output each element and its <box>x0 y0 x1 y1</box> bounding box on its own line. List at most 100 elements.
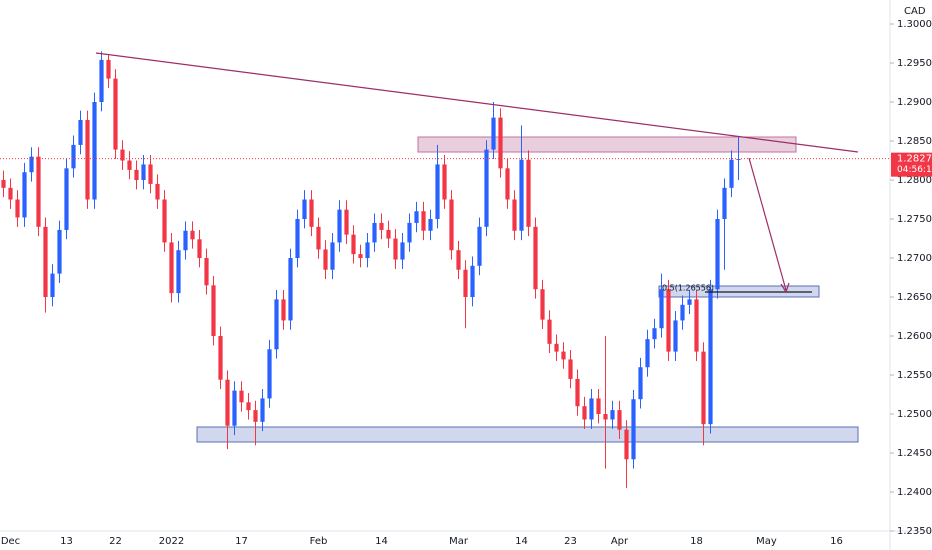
candle-body <box>211 285 216 337</box>
candle-body <box>204 258 209 286</box>
y-tick-label: 1.26000 <box>897 331 932 342</box>
support-zone <box>196 426 859 443</box>
candle-body <box>239 390 244 403</box>
y-tick-label: 1.29500 <box>897 58 932 69</box>
currency-label: CAD <box>904 6 926 17</box>
candle-body <box>288 258 293 321</box>
countdown: 04:56:17 <box>897 165 932 175</box>
candle-body <box>393 238 398 260</box>
x-tick-label: Dec <box>1 536 20 547</box>
candle-body <box>659 289 664 329</box>
y-tick-label: 1.24500 <box>897 448 932 459</box>
candles <box>1 51 741 489</box>
candle-body <box>540 289 545 320</box>
candle-body <box>729 159 734 188</box>
candle-body <box>603 414 608 420</box>
candle-body <box>736 158 741 160</box>
y-tick-label: 1.28500 <box>897 136 932 147</box>
y-tick-label: 1.25000 <box>897 409 932 420</box>
candle-body <box>379 222 384 230</box>
x-tick-label: 16 <box>830 536 843 547</box>
candle-body <box>183 230 188 251</box>
candle-body <box>554 343 559 352</box>
candle-body <box>295 219 300 259</box>
candle-body <box>197 239 202 259</box>
candle-body <box>582 406 587 420</box>
candle-body <box>617 410 622 430</box>
candle-body <box>414 211 419 223</box>
candle-body <box>8 187 13 200</box>
candle-body <box>22 172 27 218</box>
x-tick-label: 22 <box>109 536 122 547</box>
candle-body <box>232 390 237 426</box>
candle-body <box>127 160 132 170</box>
candle-body <box>141 164 146 181</box>
candle-body <box>36 156 41 227</box>
candle-body <box>218 336 223 380</box>
candle-body <box>631 399 636 460</box>
candle-body <box>589 398 594 420</box>
candle-body <box>92 102 97 200</box>
candle-body <box>477 226 482 266</box>
candle-body <box>407 222 412 243</box>
candle-body <box>449 199 454 251</box>
candle-body <box>120 149 125 161</box>
y-tick-label: 1.30000 <box>897 19 932 30</box>
x-tick-label: 17 <box>235 536 248 547</box>
y-tick-label: 1.23500 <box>897 526 932 537</box>
x-tick-label: 13 <box>60 536 73 547</box>
candle-body <box>442 164 447 200</box>
y-tick-label: 1.29000 <box>897 97 932 108</box>
candle-body <box>113 78 118 150</box>
candle-body <box>694 299 699 352</box>
candle-body <box>246 402 251 411</box>
candle-body <box>596 398 601 415</box>
candle-body <box>57 229 62 274</box>
candle-body <box>344 209 349 235</box>
candle-body <box>498 117 503 169</box>
price-tag <box>891 152 932 177</box>
candle-body <box>253 410 258 422</box>
candle-body <box>176 250 181 294</box>
candle-body <box>428 219 433 231</box>
candle-body <box>330 242 335 270</box>
candle-body <box>638 367 643 400</box>
candle-body <box>351 234 356 255</box>
candle-body <box>155 183 160 200</box>
candle-body <box>645 339 650 368</box>
candle-body <box>225 379 230 426</box>
y-tick-label: 1.27000 <box>897 253 932 264</box>
candle-body <box>169 242 174 294</box>
candle-body <box>365 242 370 259</box>
candle-body <box>456 250 461 270</box>
candle-body <box>309 199 314 227</box>
candle-body <box>267 349 272 399</box>
candle-body <box>526 159 531 227</box>
candle-body <box>50 273 55 298</box>
candle-body <box>547 319 552 344</box>
candle-body <box>1 180 6 188</box>
candle-body <box>463 269 468 298</box>
candle-body <box>15 199 20 218</box>
x-tick-label: 2022 <box>159 536 184 547</box>
candle-body <box>673 320 678 352</box>
candle-body <box>316 226 321 250</box>
candle-body <box>512 199 517 231</box>
candle-body <box>358 254 363 259</box>
candle-body <box>715 219 720 290</box>
candle-body <box>134 169 139 181</box>
x-tick-label: 18 <box>690 536 703 547</box>
candle-body <box>435 164 440 220</box>
candle-body <box>470 265 475 298</box>
candle-body <box>400 242 405 260</box>
trend-line <box>95 52 859 153</box>
candle-body <box>260 398 265 422</box>
candle-body <box>64 168 69 230</box>
y-tick-label: 1.24000 <box>897 487 932 498</box>
candle-body <box>78 119 83 145</box>
candle-body <box>575 378 580 407</box>
candle-body <box>701 351 706 425</box>
projection-arrow <box>748 157 787 291</box>
